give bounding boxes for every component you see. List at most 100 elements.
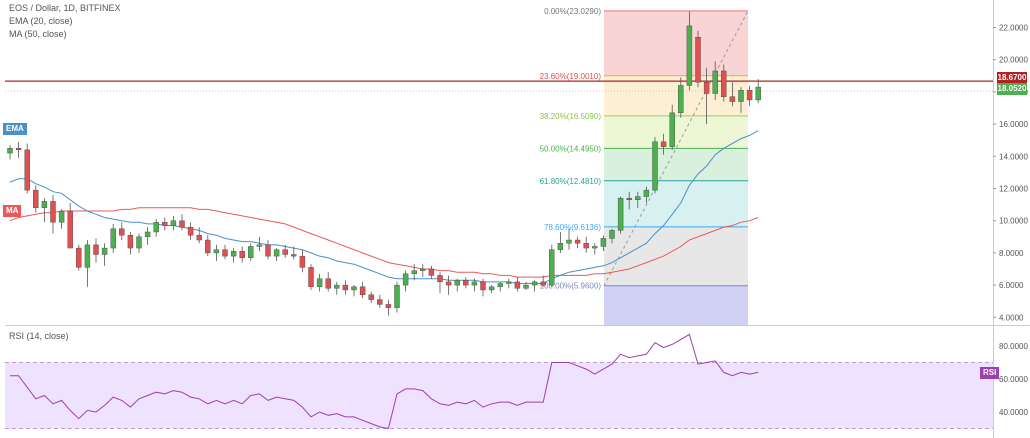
- fib-level-label: 78.60%(9.6136): [544, 223, 601, 232]
- candle-up: [523, 284, 529, 289]
- fib-level-label: 23.60%(19.0010): [540, 72, 602, 81]
- candle-down: [359, 286, 366, 295]
- candle-up: [170, 220, 177, 226]
- candle-up: [394, 284, 400, 308]
- rsi-tick-label: 80.0000: [999, 342, 1028, 351]
- candle-down: [325, 278, 331, 289]
- candle-down: [377, 299, 383, 305]
- candle-up: [497, 283, 503, 287]
- ema-legend[interactable]: EMA (20, close): [9, 16, 73, 26]
- candle-up: [144, 231, 151, 238]
- candle-down: [729, 96, 736, 102]
- candle-down: [222, 249, 228, 257]
- ma-line: [9, 207, 759, 278]
- candle-up: [592, 246, 598, 249]
- candle-up: [600, 238, 607, 247]
- candle-up: [101, 247, 108, 255]
- ma-tag: MA: [3, 205, 22, 217]
- candle-down: [179, 220, 185, 228]
- candle-up: [213, 249, 220, 254]
- candle-up: [316, 278, 323, 287]
- fib-level-label: 38.20%(16.5090): [540, 112, 602, 121]
- candle-up: [678, 85, 684, 114]
- ma-legend[interactable]: MA (50, close): [9, 29, 67, 39]
- candle-up: [755, 86, 761, 101]
- candle-down: [574, 239, 581, 244]
- candle-up: [351, 286, 357, 291]
- fib-level-label: 0.00%(23.0290): [544, 7, 601, 16]
- price-pane: 0.00%(23.0290) 23.60%(19.0010) 38.20%(16.5…: [5, 0, 1030, 438]
- fib-zone: [604, 115, 748, 149]
- candle-up: [248, 246, 254, 258]
- candle-up: [84, 244, 91, 268]
- rsi-legend[interactable]: RSI (14, close): [9, 331, 69, 341]
- chart-legend: EOS / Dollar, 1D, BITFINEX EMA (20, clos…: [9, 2, 121, 41]
- candle-down: [265, 244, 271, 257]
- candle-up: [334, 284, 340, 289]
- fib-level-label: 50.00%(14.4950): [540, 144, 602, 153]
- candle-down: [514, 281, 521, 289]
- fib-level-label: 100.00%(5.9600): [540, 282, 602, 291]
- candle-down: [76, 247, 82, 268]
- rsi-tick-label: 60.0000: [999, 375, 1028, 384]
- symbol-title: EOS / Dollar, 1D, BITFINEX: [9, 3, 121, 13]
- candle-up: [41, 201, 48, 209]
- price-tick-label: 4.0000: [999, 313, 1024, 322]
- candle-down: [480, 281, 486, 291]
- rsi-tick-label: 40.0000: [999, 408, 1028, 417]
- candle-down: [540, 281, 546, 286]
- price-badge-upper: 18.6700: [997, 72, 1027, 84]
- price-tick-label: 6.0000: [999, 281, 1024, 290]
- price-badge-lower: 18.0520: [997, 83, 1027, 95]
- candle-down: [445, 281, 452, 286]
- ema-tag: EMA: [3, 123, 27, 135]
- fib-zone: [604, 10, 748, 76]
- price-tick-label: 14.0000: [999, 152, 1028, 161]
- price-tick-label: 16.0000: [999, 120, 1028, 129]
- candle-down: [703, 82, 710, 94]
- candle-up: [617, 197, 624, 231]
- candle-up: [686, 25, 693, 86]
- candle-up: [230, 251, 237, 257]
- candle-down: [24, 149, 30, 191]
- candle-down: [463, 280, 469, 286]
- price-tick-label: 8.0000: [999, 249, 1024, 258]
- candle-down: [282, 249, 288, 255]
- candle-down: [299, 255, 306, 268]
- fib-zone: [604, 226, 748, 286]
- candle-down: [119, 228, 125, 236]
- fib-zone-extension: [604, 285, 748, 325]
- candle-up: [531, 281, 538, 286]
- candle-down: [342, 284, 349, 291]
- ema-line: [9, 130, 759, 284]
- candle-up: [652, 141, 658, 191]
- candle-up: [153, 222, 159, 233]
- candle-up: [402, 273, 409, 286]
- candle-down: [583, 243, 589, 249]
- rsi-band: [5, 362, 993, 429]
- candle-up: [549, 249, 555, 286]
- price-tick-label: 20.0000: [999, 56, 1028, 65]
- candle-up: [635, 196, 641, 200]
- price-tick-label: 12.0000: [999, 185, 1028, 194]
- candle-up: [506, 281, 512, 284]
- candle-up: [411, 270, 417, 275]
- candle-down: [93, 244, 99, 255]
- rsi-pane: 80.0000 60.0000 40.0000: [5, 333, 1028, 430]
- candle-down: [308, 267, 314, 287]
- candle-up: [7, 148, 13, 154]
- fib-level-label: 61.80%(12.4810): [540, 177, 602, 186]
- candle-up: [454, 280, 460, 286]
- candle-down: [33, 189, 39, 209]
- candle-up: [557, 243, 564, 250]
- candle-down: [695, 36, 701, 83]
- candle-down: [196, 234, 202, 241]
- candle-up: [256, 244, 263, 247]
- price-tick-label: 10.0000: [999, 217, 1028, 226]
- candle-up: [566, 239, 572, 244]
- candle-up: [273, 249, 280, 257]
- candle-down: [50, 201, 56, 223]
- candle-down: [291, 254, 297, 257]
- candle-down: [162, 222, 168, 226]
